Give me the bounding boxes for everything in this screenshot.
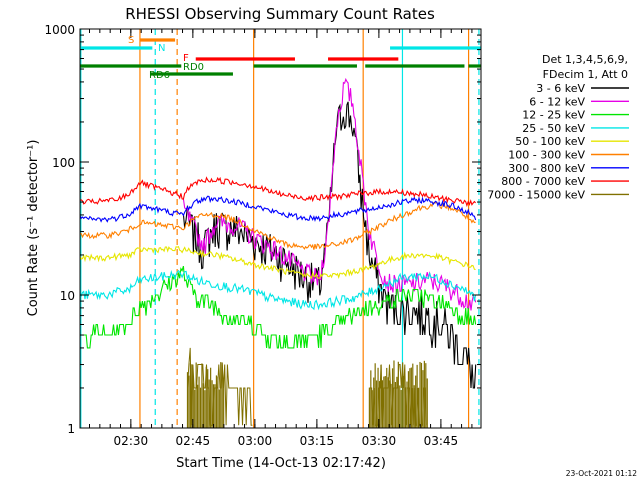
legend-entry-label: 12 - 25 keV xyxy=(522,109,585,122)
series-line xyxy=(80,195,477,223)
annotation-s: S xyxy=(128,35,134,46)
legend-entry-label: 50 - 100 keV xyxy=(515,135,585,148)
y-tick-label: 1000 xyxy=(44,23,75,37)
legend: Det 1,3,4,5,6,9, FDecim 1, Att 0 3 - 6 k… xyxy=(487,53,629,201)
series-line xyxy=(182,101,477,389)
x-tick-label: 03:00 xyxy=(238,434,273,448)
annotation-rd0: RD0 xyxy=(183,62,204,73)
annotation-f: F xyxy=(183,53,189,64)
y-axis-label: Count Rate (s⁻¹ detector⁻¹) xyxy=(26,140,41,317)
series-line xyxy=(80,269,477,311)
annotation-rd6: RD6 xyxy=(149,70,170,81)
y-tick-label: 1 xyxy=(67,422,75,436)
y-tick-label: 10 xyxy=(60,289,75,303)
chart-title: RHESSI Observing Summary Count Rates xyxy=(125,5,435,23)
x-tick-label: 03:15 xyxy=(300,434,335,448)
plot-area xyxy=(80,29,481,428)
footer-date: 23-Oct-2021 01:12 xyxy=(566,469,637,478)
x-tick-label: 03:30 xyxy=(362,434,397,448)
y-axis: 1 10 100 1000 xyxy=(44,23,481,436)
x-tick-label: 03:45 xyxy=(424,434,459,448)
series-line xyxy=(187,347,253,426)
x-axis: 02:30 02:45 03:00 03:15 03:30 03:45 xyxy=(89,29,473,448)
y-tick-label: 100 xyxy=(52,156,75,170)
legend-entry-label: 300 - 800 keV xyxy=(508,162,585,175)
x-tick-label: 02:45 xyxy=(176,434,211,448)
plot-frame xyxy=(79,28,482,429)
legend-header-line-1: Det 1,3,4,5,6,9, xyxy=(542,53,628,66)
series-line xyxy=(80,246,476,280)
legend-entry-label: 3 - 6 keV xyxy=(536,82,585,95)
series-lines xyxy=(80,77,477,428)
vertical-markers xyxy=(80,29,480,428)
annotation-n: N xyxy=(158,43,165,54)
legend-entry-label: 7000 - 15000 keV xyxy=(487,188,585,201)
legend-header-line-2: FDecim 1, Att 0 xyxy=(543,68,628,81)
state-bars xyxy=(80,38,481,76)
legend-entry-label: 25 - 50 keV xyxy=(522,122,585,135)
series-line xyxy=(80,201,476,250)
x-axis-label: Start Time (14-Oct-13 02:17:42) xyxy=(176,456,386,471)
x-tick-label: 02:30 xyxy=(114,434,149,448)
legend-entry-label: 800 - 7000 keV xyxy=(501,175,585,188)
series-line xyxy=(80,265,477,349)
series-line xyxy=(80,176,477,208)
legend-entry-label: 100 - 300 keV xyxy=(508,149,585,162)
legend-entry-label: 6 - 12 keV xyxy=(529,95,585,108)
